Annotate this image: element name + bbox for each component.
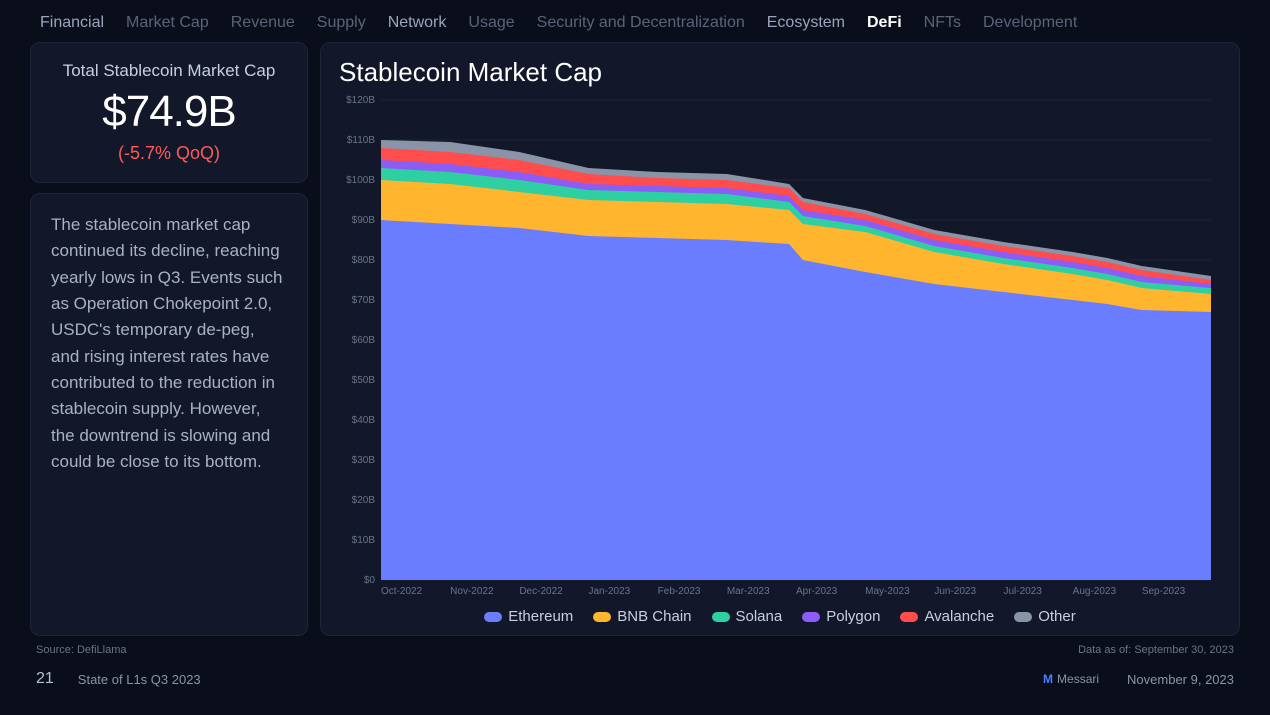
nav-tab-financial[interactable]: Financial — [40, 14, 104, 32]
legend-swatch — [484, 612, 502, 622]
svg-text:Jun-2023: Jun-2023 — [934, 586, 976, 597]
svg-text:$60B: $60B — [352, 335, 376, 346]
legend-swatch — [900, 612, 918, 622]
svg-text:$40B: $40B — [352, 415, 376, 426]
nav-tab-defi[interactable]: DeFi — [867, 14, 902, 32]
description-card: The stablecoin market cap continued its … — [30, 193, 308, 636]
svg-text:Sep-2023: Sep-2023 — [1142, 586, 1186, 597]
nav-tab-ecosystem[interactable]: Ecosystem — [767, 14, 845, 32]
nav-tab-nfts[interactable]: NFTs — [924, 14, 961, 32]
svg-text:$120B: $120B — [346, 95, 375, 106]
page-number: 21 — [36, 670, 54, 688]
footer-date: November 9, 2023 — [1127, 672, 1234, 687]
nav-tab-supply[interactable]: Supply — [317, 14, 366, 32]
svg-text:$100B: $100B — [346, 175, 375, 186]
legend-label: Polygon — [826, 608, 880, 625]
svg-text:$90B: $90B — [352, 215, 376, 226]
svg-text:$80B: $80B — [352, 255, 376, 266]
legend-item-ethereum[interactable]: Ethereum — [484, 608, 573, 625]
source-label: Source: DefiLlama — [36, 644, 127, 656]
svg-text:Nov-2022: Nov-2022 — [450, 586, 494, 597]
metric-title: Total Stablecoin Market Cap — [51, 61, 287, 81]
chart-area: $0 $10B $20B $30B $40B $50B $60B $70B $80B $90B $1… — [339, 94, 1221, 602]
legend-swatch — [1014, 612, 1032, 622]
svg-text:Oct-2022: Oct-2022 — [381, 586, 423, 597]
legend-item-bnb-chain[interactable]: BNB Chain — [593, 608, 691, 625]
brand-label: M Messari — [1043, 672, 1099, 686]
chart-card: Stablecoin Market Cap $0 $10B $20B $30B $40B… — [320, 42, 1240, 636]
svg-text:Apr-2023: Apr-2023 — [796, 586, 838, 597]
legend-label: Avalanche — [924, 608, 994, 625]
svg-text:$0: $0 — [364, 575, 376, 586]
stacked-area-chart: $0 $10B $20B $30B $40B $50B $60B $70B $80B $90B $1… — [339, 94, 1221, 602]
legend-item-avalanche[interactable]: Avalanche — [900, 608, 994, 625]
legend-item-solana[interactable]: Solana — [712, 608, 783, 625]
data-as-of: Data as of: September 30, 2023 — [1078, 644, 1234, 656]
nav-tab-usage[interactable]: Usage — [468, 14, 514, 32]
nav-tab-network[interactable]: Network — [388, 14, 447, 32]
svg-text:$10B: $10B — [352, 535, 376, 546]
footer-bottom: 21 State of L1s Q3 2023 M Messari Novemb… — [0, 660, 1270, 698]
chart-legend: Ethereum BNB Chain Solana Polygon Avalanche O… — [339, 608, 1221, 625]
nav-tab-development[interactable]: Development — [983, 14, 1077, 32]
svg-text:Mar-2023: Mar-2023 — [727, 586, 770, 597]
nav-tab-market-cap[interactable]: Market Cap — [126, 14, 209, 32]
svg-text:$70B: $70B — [352, 295, 376, 306]
legend-swatch — [593, 612, 611, 622]
report-title: State of L1s Q3 2023 — [78, 672, 201, 687]
nav-tab-security-and-decentralization[interactable]: Security and Decentralization — [537, 14, 745, 32]
nav-tab-revenue[interactable]: Revenue — [231, 14, 295, 32]
side-column: Total Stablecoin Market Cap $74.9B (-5.7… — [30, 42, 308, 636]
svg-text:Dec-2022: Dec-2022 — [519, 586, 563, 597]
main-content: Total Stablecoin Market Cap $74.9B (-5.7… — [0, 42, 1270, 636]
svg-text:$110B: $110B — [347, 135, 376, 146]
metric-card: Total Stablecoin Market Cap $74.9B (-5.7… — [30, 42, 308, 183]
chart-title: Stablecoin Market Cap — [339, 57, 1221, 88]
metric-change: (-5.7% QoQ) — [51, 143, 287, 164]
legend-label: Solana — [736, 608, 783, 625]
legend-label: BNB Chain — [617, 608, 691, 625]
legend-swatch — [802, 612, 820, 622]
svg-text:Jul-2023: Jul-2023 — [1004, 586, 1043, 597]
nav-tabs: Financial Market Cap Revenue Supply Network U… — [0, 0, 1270, 42]
legend-label: Other — [1038, 608, 1076, 625]
brand-icon: M — [1043, 672, 1053, 686]
svg-text:$20B: $20B — [352, 495, 376, 506]
svg-text:Feb-2023: Feb-2023 — [658, 586, 701, 597]
legend-item-polygon[interactable]: Polygon — [802, 608, 880, 625]
svg-text:$30B: $30B — [352, 455, 376, 466]
legend-label: Ethereum — [508, 608, 573, 625]
svg-text:Aug-2023: Aug-2023 — [1073, 586, 1117, 597]
svg-text:May-2023: May-2023 — [865, 586, 910, 597]
svg-text:$50B: $50B — [352, 375, 376, 386]
legend-item-other[interactable]: Other — [1014, 608, 1076, 625]
svg-text:Jan-2023: Jan-2023 — [589, 586, 631, 597]
brand-text: Messari — [1057, 672, 1099, 686]
footer-meta: Source: DefiLlama Data as of: September … — [0, 636, 1270, 660]
metric-value: $74.9B — [51, 87, 287, 137]
legend-swatch — [712, 612, 730, 622]
